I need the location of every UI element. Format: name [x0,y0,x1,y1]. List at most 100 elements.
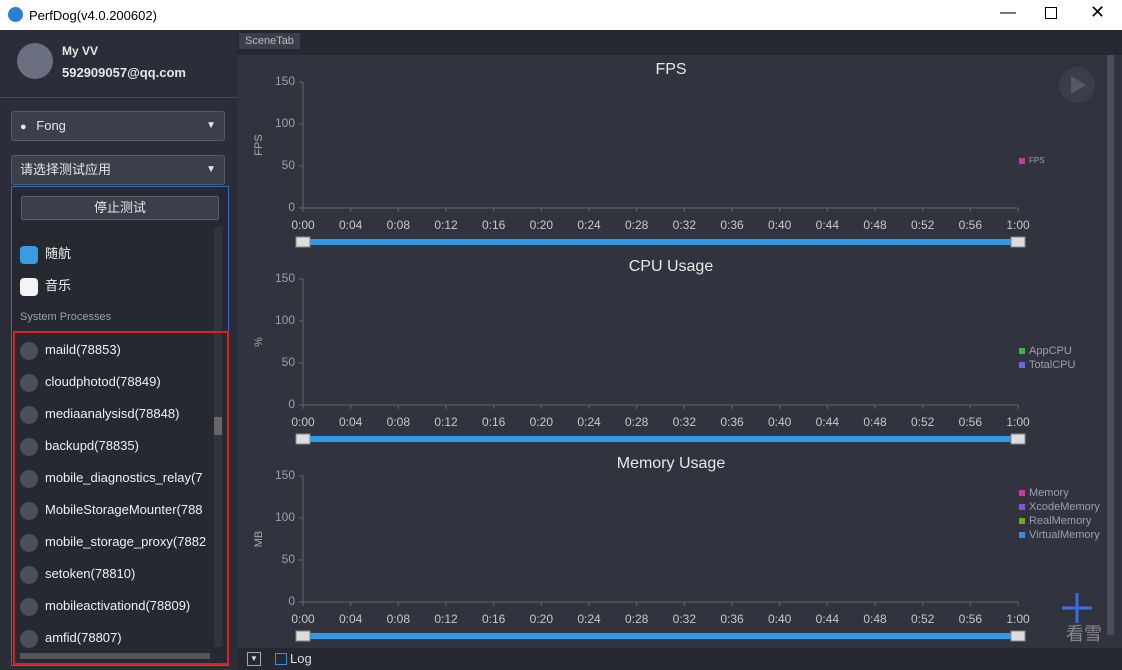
item-icon [20,373,38,392]
device-name: Fong [36,118,66,133]
x-tick-label: 0:08 [387,612,411,626]
app-list: 停止测试 随航音乐 System Processes maild(78853) clo… [11,186,229,666]
collapse-button[interactable]: ▼ [247,652,261,666]
legend-label: TotalCPU [1029,359,1076,371]
x-tick-label: 0:16 [482,218,506,232]
x-tick-label: 0:48 [863,415,887,429]
x-tick-label: 0:04 [339,612,363,626]
y-axis-label: FPS [253,134,265,155]
item-icon [20,565,38,584]
chart-title: CPU Usage [629,258,714,275]
x-tick-label: 0:00 [291,415,315,429]
y-axis-label: MB [253,531,265,548]
log-checkbox[interactable] [275,653,287,665]
slider-handle[interactable] [295,236,311,248]
list-item[interactable]: 音乐 [20,272,71,300]
y-tick-label: 150 [275,468,295,482]
slider-handle[interactable] [1010,236,1026,248]
x-tick-label: 0:24 [577,612,601,626]
x-tick-label: 0:40 [768,612,792,626]
legend-swatch [1019,158,1025,164]
user-name: My VV [62,44,99,58]
x-tick-label: 0:00 [291,218,315,232]
legend-label: RealMemory [1029,515,1092,527]
time-slider[interactable] [303,239,1018,245]
item-icon [20,469,38,488]
divider [0,97,237,98]
x-tick-label: 0:48 [863,218,887,232]
x-tick-label: 0:36 [720,415,744,429]
avatar [17,43,53,79]
x-tick-label: 0:12 [434,218,458,232]
x-tick-label: 0:56 [959,218,983,232]
scroll-thumb[interactable] [214,417,222,435]
scene-tab[interactable]: SceneTab [239,33,300,49]
device-dropdown[interactable]: ● Fong ▼ [11,111,225,141]
tab-bar: SceneTab [237,30,1122,55]
chart-title: Memory Usage [617,455,726,472]
minimize-button[interactable]: — [1000,4,1016,21]
list-item[interactable]: maild(78853) [20,336,121,364]
x-tick-label: 0:20 [530,415,554,429]
app-placeholder: 请选择测试应用 [20,162,112,177]
app-dropdown[interactable]: 请选择测试应用 ▼ [11,155,225,185]
item-icon [20,277,38,296]
x-tick-label: 0:08 [387,218,411,232]
list-item[interactable]: amfid(78807) [20,624,122,652]
x-tick-label: 0:32 [673,218,697,232]
x-tick-label: 1:00 [1006,415,1030,429]
x-tick-label: 0:56 [959,415,983,429]
list-item[interactable]: mobile_storage_proxy(7882 [20,528,206,556]
maximize-button[interactable] [1045,7,1057,19]
legend-swatch [1019,518,1025,524]
list-item[interactable]: setoken(78810) [20,560,135,588]
x-tick-label: 0:24 [577,415,601,429]
stop-button[interactable]: 停止测试 [21,196,219,220]
charts: FPS FPS 0 50 100 150 0:00 0:04 0:08 0:12 0:16 0:20 0… [253,55,1114,642]
y-tick-label: 100 [275,313,295,327]
window-title: PerfDog(v4.0.200602) [29,8,157,23]
slider-handle[interactable] [295,630,311,642]
y-tick-label: 0 [288,200,295,214]
item-label: mobile_diagnostics_relay(7 [45,470,203,485]
list-item[interactable]: MobileStorageMounter(788 [20,496,203,524]
slider-handle[interactable] [1010,630,1026,642]
highlight-box [13,331,229,665]
x-tick-label: 0:28 [625,612,649,626]
x-tick-label: 0:28 [625,218,649,232]
slider-handle[interactable] [295,433,311,445]
item-label: maild(78853) [45,342,121,357]
item-label: 音乐 [45,278,72,293]
user-email: 592909057@qq.com [62,65,186,80]
x-tick-label: 0:48 [863,612,887,626]
side-panel: My VV 592909057@qq.com ● Fong ▼ 请选择测试应用 … [0,30,237,670]
time-slider[interactable] [303,633,1018,639]
slider-handle[interactable] [1010,433,1026,445]
x-tick-label: 0:04 [339,415,363,429]
item-label: 随航 [45,246,72,261]
chart-title: FPS [655,61,686,78]
list-item[interactable]: mobile_diagnostics_relay(7 [20,464,203,492]
item-icon [20,405,38,424]
x-tick-label: 0:36 [720,218,744,232]
item-label: backupd(78835) [45,438,139,453]
x-tick-label: 1:00 [1006,612,1030,626]
legend-label: Memory [1029,487,1069,499]
x-tick-label: 0:40 [768,218,792,232]
item-label: cloudphotod(78849) [45,374,161,389]
x-tick-label: 0:52 [911,415,935,429]
item-icon [20,501,38,520]
section-label: System Processes [20,311,112,323]
list-item[interactable]: 随航 [20,240,71,268]
time-slider[interactable] [303,436,1018,442]
x-tick-label: 0:32 [673,612,697,626]
list-item[interactable]: cloudphotod(78849) [20,368,161,396]
x-tick-label: 0:52 [911,218,935,232]
add-button[interactable] [1062,593,1092,623]
list-item[interactable]: mediaanalysisd(78848) [20,400,179,428]
list-item[interactable]: mobileactivationd(78809) [20,592,190,620]
x-tick-label: 0:52 [911,612,935,626]
legend-swatch [1019,490,1025,496]
close-button[interactable]: ✕ [1090,2,1106,22]
list-item[interactable]: backupd(78835) [20,432,139,460]
